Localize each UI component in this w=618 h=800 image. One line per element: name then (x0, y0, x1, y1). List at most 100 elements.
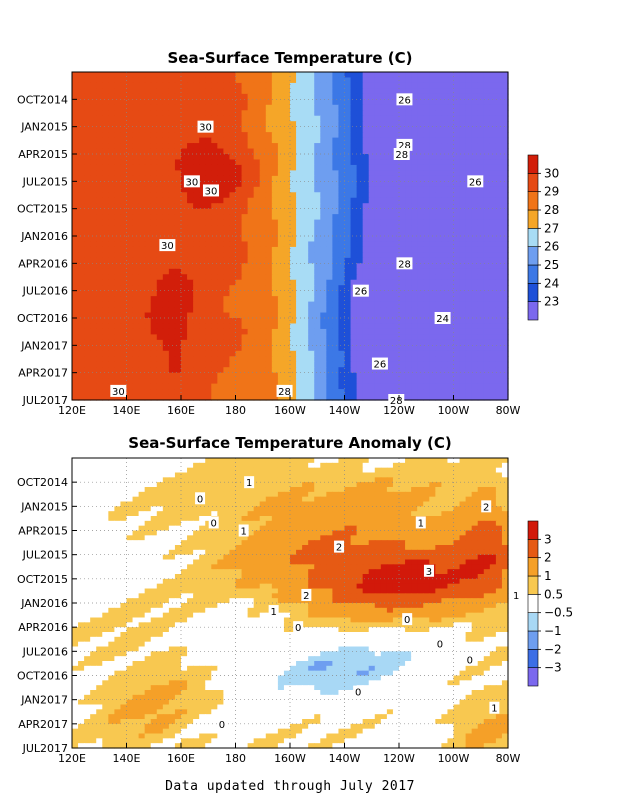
heatmap-cell (296, 186, 303, 193)
heatmap-cell (108, 477, 115, 483)
heatmap-cell (283, 137, 291, 144)
heatmap-cell (356, 477, 364, 483)
heatmap-cell (405, 132, 412, 139)
heatmap-cell (199, 477, 206, 483)
heatmap-cell (78, 318, 85, 325)
heatmap-cell (368, 279, 376, 286)
heatmap-cell (187, 296, 194, 303)
heatmap-cell (72, 383, 79, 390)
heatmap-cell (308, 241, 315, 248)
heatmap-cell (296, 296, 303, 303)
heatmap-cell (441, 328, 449, 335)
heatmap-cell (477, 164, 485, 171)
heatmap-cell (241, 154, 249, 161)
heatmap-cell (411, 175, 418, 182)
heatmap-cell (235, 268, 243, 275)
heatmap-cell (114, 219, 122, 226)
heatmap-cell (447, 208, 455, 215)
heatmap-cell (235, 290, 243, 297)
heatmap-cell (168, 458, 176, 464)
heatmap-cell (495, 225, 503, 232)
heatmap-cell (483, 361, 491, 368)
heatmap-cell (302, 164, 309, 171)
heatmap-cell (150, 181, 158, 188)
heatmap-cell (459, 121, 467, 128)
heatmap-cell (156, 350, 164, 357)
contour-label-bg (276, 384, 293, 397)
heatmap-cell (447, 230, 455, 237)
heatmap-cell (217, 230, 224, 237)
heatmap-cell (362, 257, 370, 264)
heatmap-cell (181, 467, 188, 474)
heatmap-cell (174, 301, 182, 308)
heatmap-cell (495, 154, 503, 161)
heatmap-cell (283, 467, 291, 474)
heatmap-cell (308, 263, 315, 270)
heatmap-cell (235, 339, 243, 346)
heatmap-cell (96, 132, 103, 139)
heatmap-cell (332, 383, 340, 390)
heatmap-cell (362, 225, 370, 232)
heatmap-cell (162, 290, 170, 297)
heatmap-cell (211, 72, 218, 79)
heatmap-cell (271, 219, 279, 226)
heatmap-cell (259, 148, 267, 155)
heatmap-cell (223, 208, 231, 215)
heatmap-cell (302, 491, 309, 498)
heatmap-cell (392, 274, 400, 281)
heatmap-cell (187, 132, 194, 139)
heatmap-cell (144, 312, 152, 319)
heatmap-cell (181, 328, 188, 335)
heatmap-cell (465, 274, 473, 281)
heatmap-cell (72, 334, 79, 341)
heatmap-cell (411, 126, 418, 133)
heatmap-cell (253, 236, 261, 243)
heatmap-cell (429, 230, 436, 237)
heatmap-cell (368, 487, 376, 493)
heatmap-cell (423, 170, 430, 177)
heatmap-cell (320, 458, 327, 464)
heatmap-cell (126, 175, 134, 182)
heatmap-cell (459, 361, 467, 368)
heatmap-cell (247, 367, 255, 374)
heatmap-cell (296, 472, 303, 478)
heatmap-cell (223, 192, 231, 199)
heatmap-cell (386, 307, 394, 314)
y-tick-label: JUL2016 (22, 285, 68, 298)
heatmap-cell (308, 279, 315, 286)
heatmap-cell (477, 345, 485, 352)
heatmap-cell (229, 307, 237, 314)
heatmap-cell (489, 378, 497, 385)
heatmap-cell (241, 290, 249, 297)
heatmap-cell (181, 372, 188, 379)
heatmap-cell (302, 257, 309, 264)
heatmap-cell (90, 318, 97, 325)
heatmap-cell (374, 318, 382, 325)
heatmap-cell (447, 99, 455, 106)
heatmap-cell (326, 115, 333, 122)
heatmap-cell (326, 487, 333, 493)
heatmap-cell (423, 367, 430, 374)
heatmap-cell (483, 482, 491, 488)
heatmap-cell (392, 389, 400, 396)
heatmap-cell (102, 285, 109, 292)
heatmap-cell (302, 225, 309, 232)
heatmap-cell (144, 334, 152, 341)
heatmap-cell (465, 477, 473, 483)
heatmap-cell (156, 93, 164, 100)
heatmap-cell (308, 236, 315, 243)
heatmap-cell (483, 236, 491, 243)
heatmap-cell (168, 230, 176, 237)
heatmap-cell (229, 82, 237, 89)
heatmap-cell (495, 82, 503, 89)
heatmap-cell (290, 328, 297, 335)
heatmap-cell (199, 389, 206, 396)
heatmap-cell (114, 334, 122, 341)
heatmap-cell (344, 345, 352, 352)
heatmap-cell (362, 110, 370, 117)
heatmap-cell (205, 491, 212, 498)
heatmap-cell (78, 110, 85, 117)
heatmap-cell (108, 487, 115, 493)
heatmap-cell (392, 170, 400, 177)
heatmap-cell (350, 307, 358, 314)
